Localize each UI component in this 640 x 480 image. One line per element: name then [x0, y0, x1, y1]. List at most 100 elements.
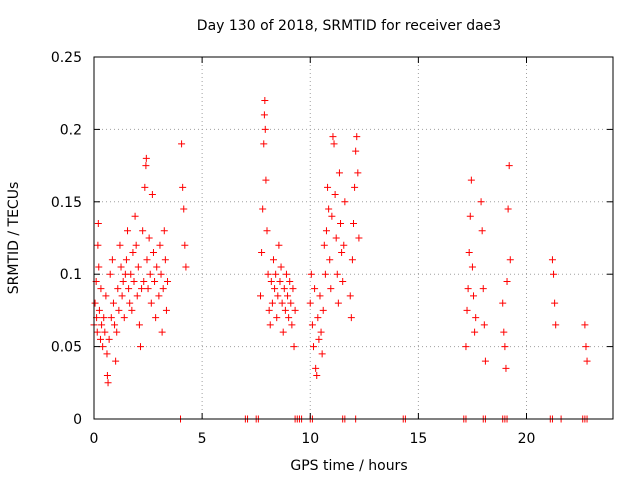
y-tick-label: 0.1	[60, 267, 82, 283]
data-point	[499, 299, 507, 307]
data-point	[470, 292, 478, 300]
data-point	[132, 241, 140, 249]
data-point	[279, 328, 287, 336]
data-point	[103, 350, 111, 358]
data-point	[334, 299, 342, 307]
data-point	[355, 234, 363, 242]
data-point	[306, 299, 314, 307]
data-point	[321, 270, 329, 278]
data-point	[127, 270, 135, 278]
data-point	[106, 270, 114, 278]
data-point	[346, 292, 354, 300]
data-point	[548, 256, 556, 264]
data-point	[139, 227, 147, 235]
data-point	[119, 277, 127, 285]
data-point	[477, 198, 485, 206]
data-point	[267, 277, 275, 285]
data-point	[308, 321, 316, 329]
data-point	[157, 270, 165, 278]
y-tick-label: 0.15	[51, 195, 82, 211]
data-point	[465, 248, 473, 256]
data-point	[260, 111, 268, 119]
data-point	[550, 270, 558, 278]
data-point	[100, 314, 108, 322]
data-point	[289, 285, 297, 293]
x-tick-label: 15	[409, 431, 427, 447]
data-point	[583, 357, 591, 365]
data-point	[269, 256, 277, 264]
data-point	[125, 285, 133, 293]
data-point	[94, 220, 102, 228]
data-point	[328, 212, 336, 220]
data-point	[164, 277, 172, 285]
data-point	[273, 314, 281, 322]
data-point	[262, 176, 270, 184]
data-point	[318, 350, 326, 358]
data-point	[478, 227, 486, 235]
data-point	[319, 306, 327, 314]
data-point	[109, 299, 117, 307]
data-point	[162, 306, 170, 314]
data-point	[272, 270, 280, 278]
data-point	[95, 306, 103, 314]
data-point	[118, 292, 126, 300]
data-point	[326, 256, 334, 264]
data-point	[339, 277, 347, 285]
chart-title: Day 130 of 2018, SRMTID for receiver dae…	[197, 18, 501, 34]
data-point	[307, 270, 315, 278]
data-point	[117, 263, 125, 271]
data-point	[329, 133, 337, 141]
data-point	[503, 277, 511, 285]
data-point	[316, 292, 324, 300]
data-point	[156, 241, 164, 249]
data-point	[338, 248, 346, 256]
data-point	[134, 263, 142, 271]
data-point	[340, 241, 348, 249]
data-point	[266, 321, 274, 329]
data-point	[149, 248, 157, 256]
data-point	[138, 285, 146, 293]
data-point	[291, 306, 299, 314]
data-point	[327, 285, 335, 293]
data-point	[160, 227, 168, 235]
data-point	[108, 256, 116, 264]
data-point	[467, 176, 475, 184]
data-point	[179, 183, 187, 191]
data-point	[96, 335, 104, 343]
y-tick-label: 0.2	[60, 122, 82, 138]
data-point	[282, 270, 290, 278]
data-point	[131, 212, 139, 220]
data-point	[314, 314, 322, 322]
data-point	[313, 372, 321, 380]
data-point	[337, 220, 345, 228]
data-point	[468, 263, 476, 271]
data-point	[147, 299, 155, 307]
data-point	[265, 306, 273, 314]
data-point	[309, 343, 317, 351]
data-point	[98, 321, 106, 329]
data-point	[155, 292, 163, 300]
data-point	[315, 335, 323, 343]
data-point	[464, 285, 472, 293]
data-point	[151, 277, 159, 285]
data-point	[263, 227, 271, 235]
data-point	[259, 205, 267, 213]
data-point	[500, 328, 508, 336]
data-point	[124, 227, 132, 235]
data-point	[143, 256, 151, 264]
data-point	[312, 364, 320, 372]
data-point	[581, 321, 589, 329]
data-point	[351, 183, 359, 191]
x-tick-label: 5	[198, 431, 207, 447]
x-tick-label: 10	[301, 431, 319, 447]
y-axis-label: SRMTID / TECUs	[6, 182, 22, 295]
data-point	[280, 285, 288, 293]
data-point	[501, 343, 509, 351]
data-point	[95, 263, 103, 271]
data-point	[94, 241, 102, 249]
data-point	[275, 241, 283, 249]
data-point	[320, 241, 328, 249]
data-point	[332, 234, 340, 242]
data-point	[182, 263, 190, 271]
data-point	[99, 343, 107, 351]
